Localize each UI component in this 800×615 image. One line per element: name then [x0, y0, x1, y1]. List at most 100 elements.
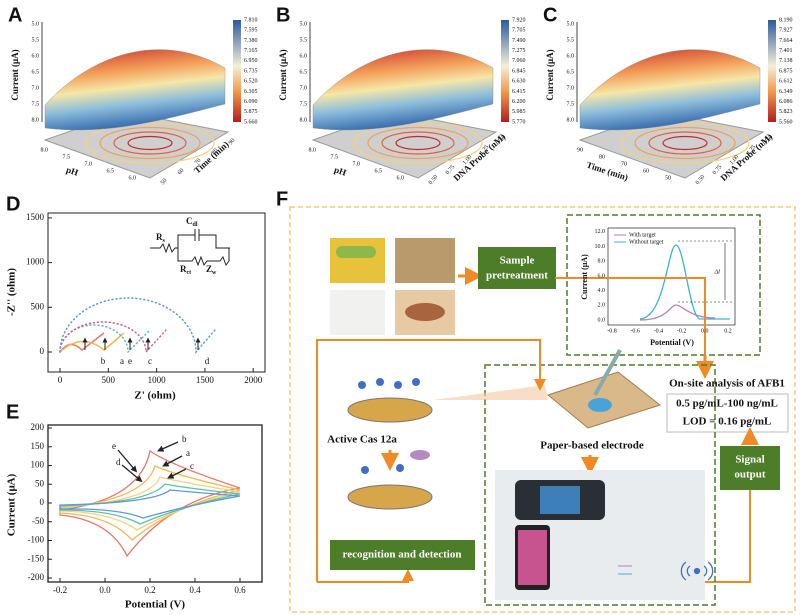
lod-label: LOD = 0.16 pg/mL [683, 416, 772, 428]
x-tick-label: 500 [102, 375, 116, 385]
z-tick-label: 6.0 [300, 53, 308, 59]
y-tick-label: 1000 [26, 257, 45, 267]
box-label: Sample [500, 255, 535, 267]
x-tick-label: 70 [621, 161, 627, 167]
box-label: Signal [735, 454, 764, 466]
colorbar-tick-label: 7.705 [512, 28, 526, 34]
y-tick-label: 80 [211, 148, 219, 156]
circuit-symbol: Z [206, 264, 212, 274]
colorbar-tick-label: 5.985 [512, 109, 526, 115]
panel-letter: F [276, 188, 288, 210]
colorbar [233, 20, 241, 122]
y-tick-label: 500 [31, 301, 45, 311]
inset-y-tick-label: 2.0 [598, 303, 606, 309]
x-tick-label: 8.0 [309, 147, 317, 153]
inset-x-tick-label: 0.2 [724, 328, 732, 334]
y-tick-label: 0.75 [712, 164, 723, 176]
colorbar-tick-label: 7.380 [244, 38, 258, 44]
inset-y-tick-label: 8.0 [598, 259, 606, 265]
y-tick-label: 70 [194, 158, 202, 166]
colorbar-tick-label: 6.520 [244, 79, 258, 85]
y-tick-label: 50 [35, 478, 45, 488]
circuit-subscript: s [163, 238, 166, 244]
colorbar-tick-label: 7.165 [244, 48, 258, 54]
colorbar-tick-label: 7.810 [244, 17, 258, 23]
x-tick-label: 1500 [196, 375, 215, 385]
contour [127, 135, 173, 151]
colorbar-tick-label: 6.735 [244, 68, 258, 74]
box-label: pretreatment [486, 270, 548, 282]
x-tick-label: -0.2 [53, 585, 67, 595]
y-axis-label: Current (μA) [6, 473, 18, 536]
surface [312, 49, 494, 131]
delta-label: ΔI [713, 269, 721, 275]
z-tick-label: 5.0 [32, 21, 40, 27]
contour [634, 126, 736, 160]
schematic [289, 206, 796, 613]
y-tick-label: 1.25 [746, 144, 757, 156]
z-tick-label: 5.5 [300, 37, 308, 43]
circuit-subscript: dl [193, 222, 198, 228]
inset-y-tick-label: 12.0 [595, 229, 606, 235]
y-tick-label: -150 [28, 553, 45, 563]
z-tick-label: 5.5 [567, 37, 575, 43]
colorbar [768, 20, 776, 122]
box-label: recognition and detection [343, 549, 462, 561]
z-tick-label: 6.5 [32, 69, 40, 75]
z-tick-label: 6.5 [300, 69, 308, 75]
box-label: output [734, 469, 766, 481]
circuit-label: Zw [206, 264, 217, 276]
inset-y-tick-label: 4.0 [598, 288, 606, 294]
z-tick-label: 6.5 [567, 69, 575, 75]
contour [395, 135, 441, 151]
panel-letter: A [8, 4, 22, 26]
circuit-label: Cdl [186, 216, 198, 228]
colorbar-tick-label: 6.090 [244, 99, 258, 105]
colorbar-tick-label: 7.920 [512, 17, 526, 23]
y-tick-label: 60 [177, 168, 185, 176]
colorbar-tick-label: 7.595 [244, 28, 258, 34]
inset-y-tick-label: 0.0 [598, 317, 606, 323]
y-tick-label: 1.50 [496, 134, 507, 146]
colorbar-tick-label: 7.401 [779, 48, 793, 54]
y-tick-label: -100 [28, 535, 45, 545]
range-label: 0.5 pg/mL-100 ng/mL [676, 398, 778, 410]
contour [85, 122, 215, 164]
colorbar [501, 20, 509, 122]
x-tick-label: 6.5 [107, 168, 115, 174]
x-tick-label: 7.0 [85, 161, 93, 167]
y-tick-label: 0.50 [695, 174, 706, 186]
circuit-symbol: R [180, 264, 187, 274]
colorbar-tick-label: 6.415 [512, 89, 526, 95]
x-axis-label: Potential (V) [125, 599, 186, 611]
colorbar-tick-label: 5.560 [779, 119, 793, 125]
curve-label: c [148, 356, 152, 366]
colorbar-tick-label: 5.660 [244, 119, 258, 125]
colorbar-tick-label: 6.305 [244, 89, 258, 95]
z-tick-label: 7.5 [567, 101, 575, 107]
colorbar-tick-label: 7.138 [779, 58, 793, 64]
contour [648, 131, 722, 155]
panel-letter: E [6, 401, 19, 423]
curve-label: a [186, 448, 190, 458]
panel-letter: B [276, 4, 290, 26]
z-tick-label: 8.0 [32, 117, 40, 123]
colorbar-tick-label: 8.190 [779, 17, 793, 23]
surface [44, 49, 226, 131]
y-tick-label: 150 [31, 441, 45, 451]
x-tick-label: 7.5 [63, 154, 71, 160]
inset-y-tick-label: 10.0 [595, 244, 606, 250]
x-tick-label: 0.6 [234, 585, 246, 595]
y-tick-label: 1500 [26, 212, 45, 222]
colorbar-tick-label: 6.200 [512, 99, 526, 105]
colorbar-tick-label: 5.875 [244, 109, 258, 115]
cas-label: Active Cas 12a [327, 434, 397, 446]
electrode-label: Paper-based electrode [540, 440, 644, 452]
x-tick-label: 0.2 [144, 585, 155, 595]
colorbar-tick-label: 6.950 [244, 58, 258, 64]
colorbar-tick-label: 6.875 [779, 68, 793, 74]
z-axis-label: Current (μA) [10, 49, 20, 100]
colorbar-tick-label: 7.275 [512, 48, 526, 54]
x-tick-label: 50 [665, 175, 671, 181]
